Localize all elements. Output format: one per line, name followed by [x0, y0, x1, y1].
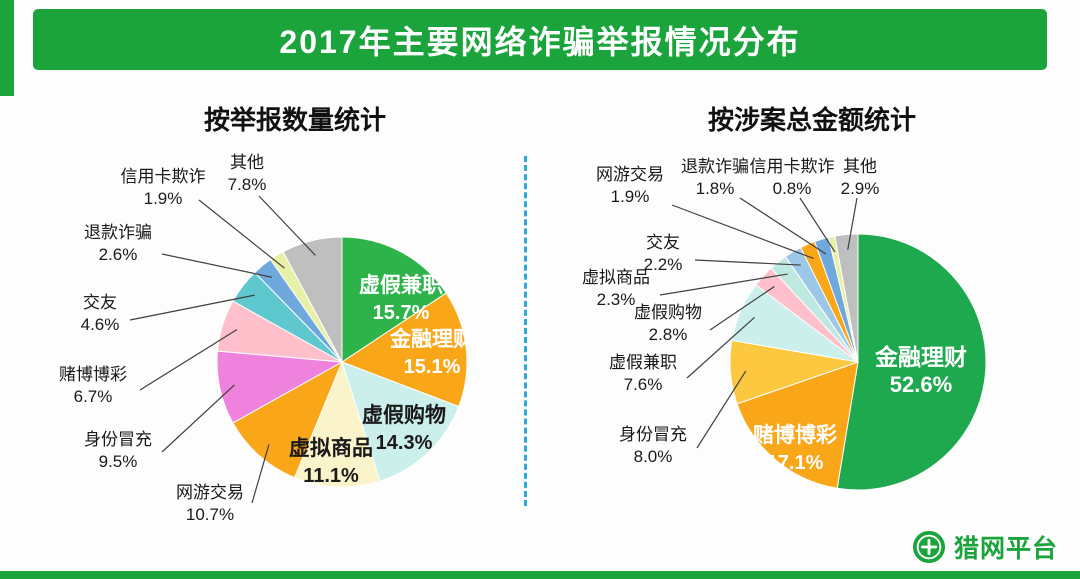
slice-name-label: 身份冒充 — [84, 430, 152, 449]
slice-pct-label: 15.7% — [373, 302, 430, 324]
slice-pct-label: 6.7% — [74, 387, 113, 406]
slice-name-label: 金融理财 — [389, 327, 474, 351]
pie-slice-0-0 — [341, 236, 447, 363]
leader-line — [258, 195, 316, 256]
logo-ring — [916, 534, 942, 560]
logo-cross — [920, 538, 938, 556]
pie-slice-1-0 — [836, 233, 987, 491]
leader-line — [696, 370, 747, 449]
leader-line — [198, 199, 285, 269]
slice-name-label: 虚假购物 — [362, 403, 446, 427]
leader-line — [739, 197, 827, 255]
slice-name-label: 虚拟商品 — [582, 268, 650, 287]
slice-pct-label: 0.8% — [773, 179, 812, 198]
leader-line — [129, 294, 255, 321]
pie-slice-0-4 — [232, 360, 344, 479]
slice-name-label: 信用卡欺诈 — [121, 167, 206, 186]
slice-name-label: 网游交易 — [176, 483, 244, 502]
slice-name-label: 交友 — [83, 293, 117, 312]
slice-pct-label: 8.0% — [634, 447, 673, 466]
pie-slice-0-5 — [216, 350, 344, 424]
slice-pct-label: 2.9% — [841, 179, 880, 198]
slice-pct-label: 52.6% — [890, 372, 952, 397]
slice-pct-label: 10.7% — [186, 505, 234, 524]
slice-pct-label: 14.3% — [376, 432, 433, 454]
pie-slice-0-3 — [293, 360, 381, 488]
bottom-accent-bar — [0, 571, 1080, 579]
leader-line — [251, 444, 270, 504]
slice-name-label: 交友 — [646, 233, 680, 252]
slice-name-label: 赌博博彩 — [59, 365, 127, 384]
slice-pct-label: 2.3% — [597, 290, 636, 309]
slice-name-label: 虚假购物 — [634, 303, 702, 322]
pie-slice-1-10 — [834, 233, 859, 363]
slice-pct-label: 2.8% — [649, 325, 688, 344]
pie-slice-0-10 — [282, 236, 343, 363]
pie-slice-0-1 — [340, 292, 468, 408]
slice-name-label: 退款诈骗 — [681, 157, 749, 176]
leader-line — [659, 273, 788, 296]
slice-pct-label: 7.6% — [624, 375, 663, 394]
slice-pct-label: 2.6% — [99, 245, 138, 264]
slice-pct-label: 11.1% — [303, 465, 359, 487]
liewang-logo-icon — [912, 530, 946, 564]
slice-name-label: 退款诈骗 — [84, 223, 152, 242]
slice-name-label: 网游交易 — [596, 165, 664, 184]
chart-title-by-report-count: 按举报数量统计 — [203, 105, 386, 135]
brand-logo: 猎网平台 — [912, 529, 1058, 565]
slice-pct-label: 1.9% — [611, 187, 650, 206]
slice-pct-label: 7.8% — [228, 175, 267, 194]
slice-name-label: 金融理财 — [874, 344, 967, 370]
leader-line — [709, 285, 775, 331]
slice-pct-label: 1.8% — [696, 179, 735, 198]
leader-line — [847, 197, 858, 250]
leader-line — [686, 316, 756, 379]
slice-name-label: 赌博博彩 — [753, 423, 837, 447]
slice-name-label: 虚拟商品 — [289, 436, 373, 460]
page-title: 2017年主要网络诈骗举报情况分布 — [279, 23, 801, 60]
brand-logo-text: 猎网平台 — [953, 535, 1058, 563]
slice-name-label: 信用卡欺诈 — [750, 157, 835, 176]
leader-line — [694, 259, 801, 266]
pie-slice-0-2 — [341, 361, 460, 482]
leader-line — [671, 204, 814, 260]
leader-line — [161, 253, 273, 278]
slice-pct-label: 2.2% — [644, 255, 683, 274]
leader-line — [139, 329, 238, 391]
header-banner: 2017年主要网络诈骗举报情况分布 — [33, 9, 1047, 70]
leader-line — [161, 384, 235, 453]
chart-title-by-total-amount: 按涉案总金额统计 — [707, 105, 916, 135]
slice-pct-label: 1.9% — [144, 189, 183, 208]
slice-pct-label: 4.6% — [81, 315, 120, 334]
divider-dashed-line — [524, 156, 527, 506]
left-accent-bar — [0, 0, 14, 96]
slice-name-label: 身份冒充 — [619, 425, 687, 444]
slice-name-label: 其他 — [843, 157, 877, 176]
slice-name-label: 虚假兼职 — [359, 273, 443, 297]
slice-name-label: 其他 — [230, 153, 264, 172]
slice-pct-label: 9.5% — [99, 452, 138, 471]
leader-line — [799, 197, 836, 253]
slice-pct-label: 15.1% — [404, 356, 461, 378]
slice-name-label: 虚假兼职 — [609, 353, 677, 372]
slice-pct-label: 17.1% — [767, 452, 824, 474]
